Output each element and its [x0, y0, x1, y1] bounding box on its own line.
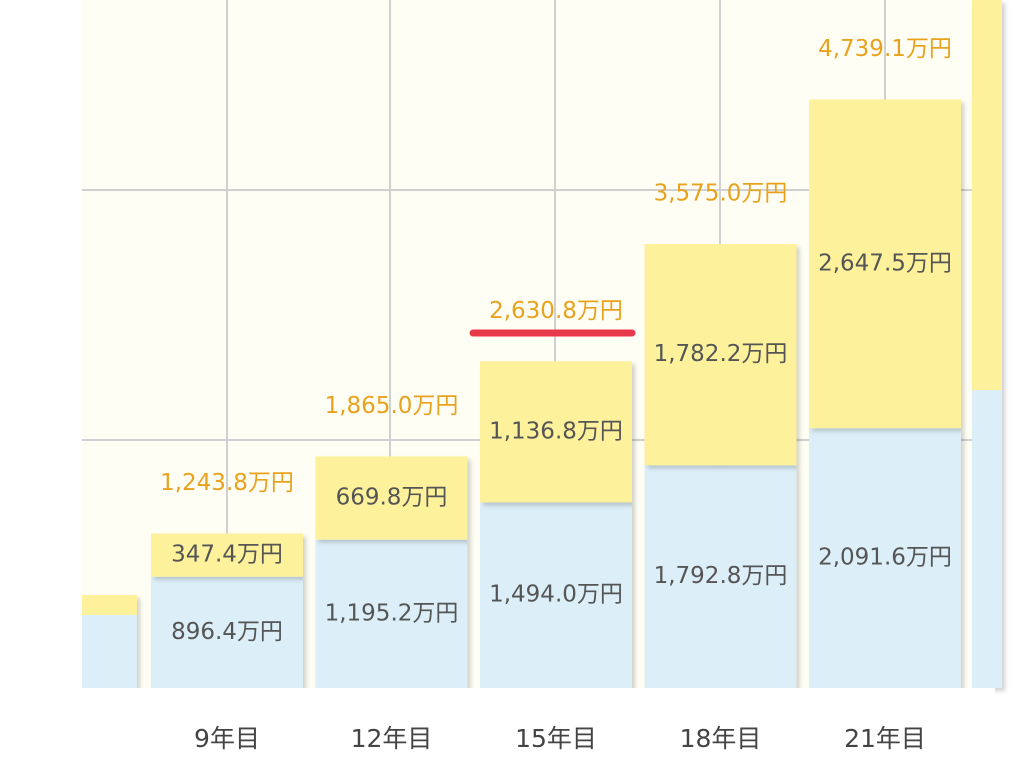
value-label: 669.8万円 — [336, 484, 448, 510]
total-label: 2,630.8万円 — [489, 298, 623, 324]
bar-segment — [644, 244, 797, 466]
bar-segment — [809, 428, 961, 688]
value-label: 896.4万円 — [171, 619, 283, 645]
value-label: 1,494.0万円 — [489, 582, 623, 608]
bar-segment — [151, 576, 303, 688]
value-label: 1,792.8万円 — [654, 563, 788, 589]
value-label: 2,647.5万円 — [818, 250, 952, 276]
value-label: 2,091.6万円 — [818, 545, 952, 571]
value-label: 1,195.2万円 — [325, 600, 459, 626]
axis-area — [82, 688, 995, 765]
x-tick-label: 12年目 — [351, 724, 433, 753]
bar-segment — [315, 539, 468, 688]
x-tick-label: 21年目 — [844, 724, 926, 753]
total-label: 3,575.0万円 — [654, 181, 788, 207]
bars — [151, 99, 961, 688]
x-tick-label: 15年目 — [515, 724, 597, 753]
bar-segment — [480, 502, 632, 688]
x-tick-label: 18年目 — [680, 724, 762, 753]
partial-bars — [82, 0, 1002, 688]
value-label: 1,136.8万円 — [489, 418, 623, 444]
value-label: 1,782.2万円 — [654, 341, 788, 367]
bar-segment — [480, 361, 632, 503]
bar-segment — [151, 533, 303, 577]
bar-segment — [809, 99, 961, 429]
bar-segment — [315, 456, 468, 540]
total-label: 1,243.8万円 — [160, 470, 294, 496]
total-label: 1,865.0万円 — [325, 393, 459, 419]
total-label: 4,739.1万円 — [818, 36, 952, 62]
bar-segment — [644, 465, 797, 688]
value-label: 347.4万円 — [171, 542, 283, 568]
x-tick-label: 9年目 — [194, 724, 260, 753]
